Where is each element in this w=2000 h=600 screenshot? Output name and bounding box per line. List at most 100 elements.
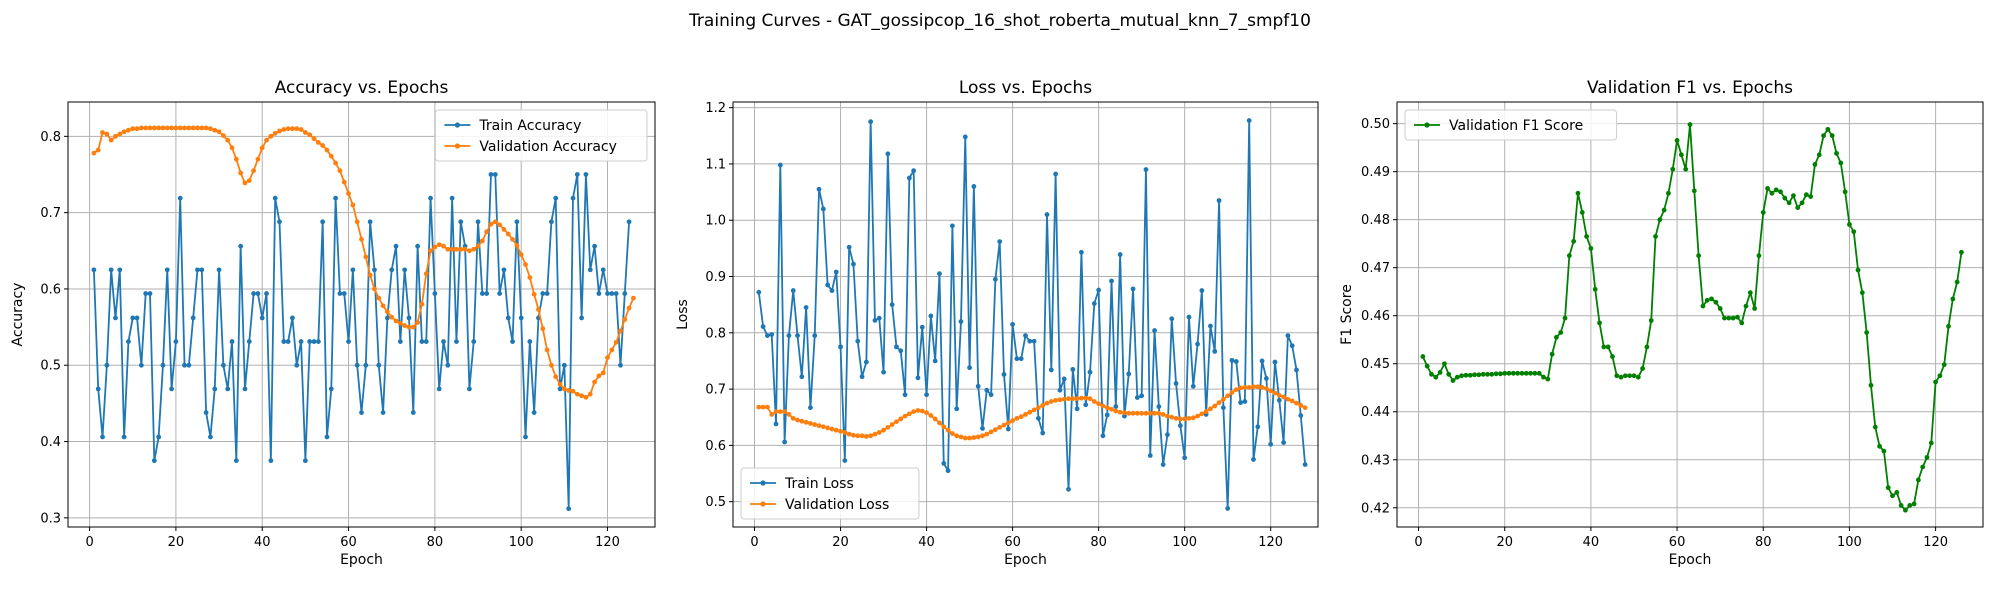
data-point: [199, 267, 205, 273]
data-point: [898, 348, 904, 354]
data-point: [350, 202, 356, 208]
data-point: [980, 426, 985, 431]
data-point: [514, 243, 520, 248]
legend-label: Validation Accuracy: [479, 139, 617, 155]
data-point: [885, 151, 891, 157]
data-point: [760, 404, 766, 410]
data-point: [242, 180, 248, 186]
data-point: [402, 267, 408, 273]
x-tick-label: 120: [1258, 535, 1283, 550]
data-point: [255, 156, 261, 162]
data-point: [315, 339, 321, 344]
data-point: [419, 301, 425, 307]
data-point: [1229, 390, 1235, 395]
x-tick-label: 60: [1669, 535, 1686, 550]
data-point: [919, 324, 925, 330]
data-point: [341, 291, 347, 296]
data-point: [428, 248, 433, 254]
data-point: [1177, 416, 1183, 422]
data-point: [988, 429, 994, 435]
data-point: [501, 227, 507, 232]
data-point: [117, 131, 123, 137]
data-point: [397, 339, 403, 344]
x-tick-label: 100: [509, 535, 534, 550]
data-point: [1489, 371, 1495, 377]
data-point: [134, 315, 140, 321]
data-point: [138, 125, 144, 131]
data-point: [147, 291, 153, 296]
data-point: [1276, 392, 1282, 398]
data-point: [1233, 359, 1239, 364]
data-point: [1040, 403, 1046, 408]
chart-panel-1: Accuracy vs. Epochs 0 20 40 60 80 100 120 0.3 0.4…: [10, 78, 656, 568]
data-point: [462, 246, 468, 252]
data-point: [467, 248, 472, 254]
data-point: [428, 195, 433, 201]
x-tick-label: 60: [340, 535, 357, 550]
data-point: [911, 168, 917, 174]
data-point: [868, 119, 874, 125]
data-point: [91, 267, 97, 273]
data-point: [402, 323, 408, 328]
data-point: [605, 291, 610, 296]
data-point: [587, 267, 593, 273]
chart-panel-2: Loss vs. Epochs 0 20 40 60 80 100 120 0.5 0.6 0.7 0…: [675, 78, 1319, 568]
data-point: [911, 409, 917, 415]
data-point: [527, 339, 533, 344]
x-tick-label: 80: [427, 535, 444, 550]
x-tick-label: 80: [1090, 535, 1107, 550]
data-point: [1246, 384, 1252, 390]
data-point: [949, 431, 955, 436]
data-point: [838, 344, 843, 350]
data-point: [622, 317, 628, 322]
data-point: [1480, 371, 1486, 377]
series-validation-accuracy: [91, 125, 636, 400]
figure-suptitle: Training Curves - GAT_gossipcop_16_shot_…: [688, 11, 1311, 31]
data-point: [1498, 371, 1503, 377]
data-point: [380, 303, 386, 309]
data-point: [1165, 432, 1170, 438]
data-point: [579, 315, 585, 321]
data-point: [311, 339, 317, 344]
data-point: [1057, 397, 1063, 403]
data-point: [376, 362, 382, 368]
data-point: [1575, 190, 1581, 196]
x-axis-label: Epoch: [1004, 552, 1047, 568]
data-point: [376, 295, 382, 301]
data-point: [1898, 502, 1904, 508]
data-point: [410, 324, 416, 330]
data-point: [1036, 405, 1041, 411]
data-point: [1597, 320, 1602, 326]
data-point: [186, 362, 192, 368]
data-point: [138, 362, 144, 368]
data-point: [160, 125, 166, 131]
data-point: [808, 405, 813, 411]
legend-label: Train Accuracy: [478, 118, 581, 134]
data-point: [372, 267, 377, 273]
data-point: [1203, 409, 1209, 415]
data-point: [1842, 189, 1848, 195]
data-point: [1229, 357, 1235, 363]
data-point: [1104, 412, 1110, 418]
data-point: [1139, 410, 1145, 416]
data-point: [1700, 303, 1706, 309]
x-tick-label: 80: [1755, 535, 1772, 550]
data-point: [1631, 373, 1637, 379]
data-point: [268, 458, 274, 464]
data-point: [915, 375, 921, 381]
data-point: [1467, 372, 1473, 378]
data-point: [255, 291, 261, 296]
data-point: [881, 427, 886, 433]
data-point: [169, 386, 174, 392]
y-axis-label: Loss: [675, 299, 691, 330]
data-point: [333, 160, 339, 166]
data-point: [432, 291, 438, 296]
data-point: [1130, 286, 1136, 292]
data-point: [1756, 253, 1762, 259]
data-point: [1044, 212, 1050, 217]
data-point: [574, 391, 580, 397]
data-point: [1096, 287, 1102, 293]
data-point: [419, 339, 425, 344]
data-point: [354, 362, 360, 368]
data-point: [1220, 396, 1226, 402]
